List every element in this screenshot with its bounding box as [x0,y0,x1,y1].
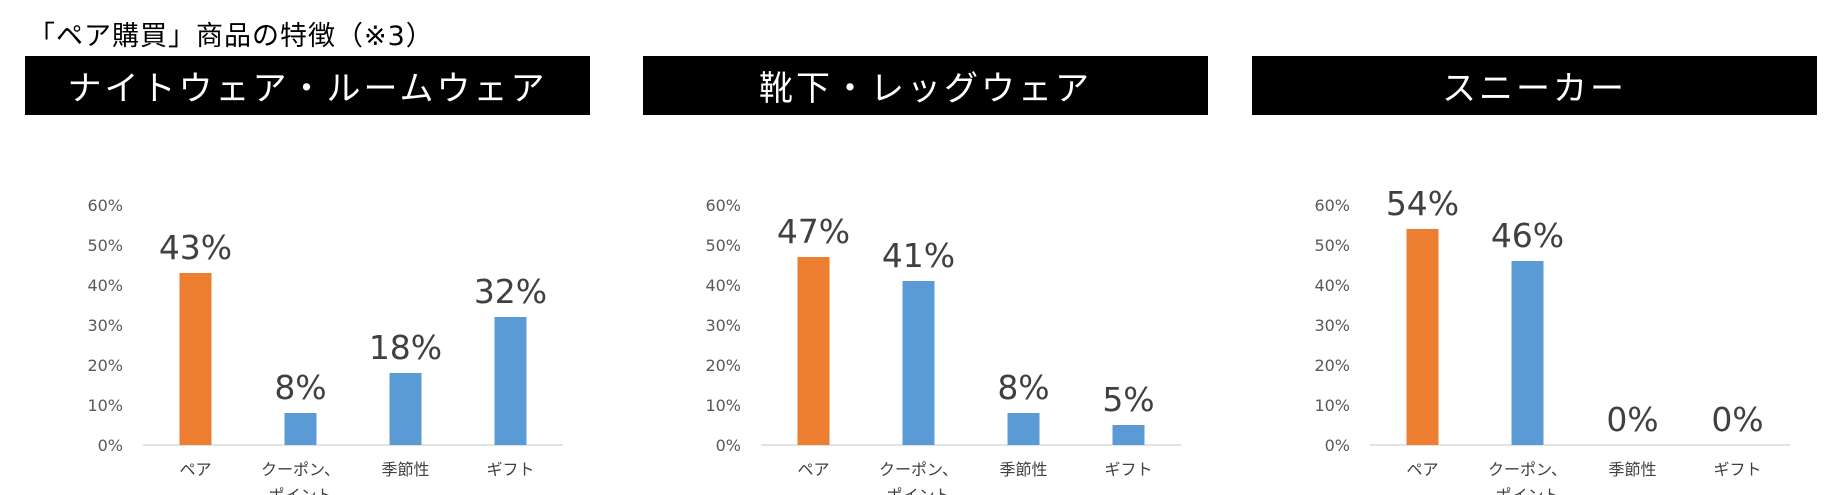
y-tick-label: 50% [1314,236,1350,255]
page-title: 「ペア購買」商品の特徴（※3） [28,21,434,52]
category-label: ペア [797,460,829,479]
y-tick-label: 0% [1325,436,1350,455]
chart-title: スニーカー [1252,56,1817,115]
category-label: 季節性 [999,460,1047,479]
bar [1112,425,1145,445]
bar [284,413,317,445]
category-label: ペア [1406,460,1438,479]
data-label: 47% [777,212,850,251]
y-tick-label: 0% [716,436,741,455]
data-label: 8% [274,368,326,407]
category-label: クーポン、ポイント [261,460,340,495]
y-tick-label: 0% [98,436,123,455]
category-label: ペア [179,460,211,479]
y-tick-label: 60% [1314,196,1350,215]
data-label: 41% [882,236,955,275]
y-tick-label: 30% [87,316,123,335]
y-tick-label: 20% [1314,356,1350,375]
data-label: 54% [1386,184,1459,223]
y-tick-label: 40% [1314,276,1350,295]
chart-panel-sneakers: スニーカー 0% 10% 20% 30% 40% 50% 60% 54% ペア 46% クーポン、ポ… [1252,56,1817,495]
y-tick-label: 60% [87,196,123,215]
bar [1406,229,1439,445]
y-tick-label: 40% [705,276,741,295]
y-tick-label: 10% [705,396,741,415]
bar [494,317,527,445]
bar-chart: 0% 10% 20% 30% 40% 50% 60% 54% ペア 46% クーポン、ポイント 0% 季… [1314,184,1790,495]
chart-panel-nightwear: ナイトウェア・ルームウェア 0% 10% 20% 30% 40% 50% 60% 43% ペア 8… [25,56,590,495]
y-tick-label: 50% [705,236,741,255]
y-tick-label: 20% [87,356,123,375]
bar-chart: 0% 10% 20% 30% 40% 50% 60% 43% ペア 8% クーポン、ポイント 18% 季… [87,196,563,495]
data-label: 18% [369,328,442,367]
bar [179,273,212,445]
y-tick-label: 50% [87,236,123,255]
category-label: ギフト [1104,460,1152,479]
category-label: ギフト [1713,460,1761,479]
data-label: 43% [159,228,232,267]
chart-title: ナイトウェア・ルームウェア [25,56,590,115]
category-label: 季節性 [381,460,429,479]
y-tick-label: 60% [705,196,741,215]
bar [797,257,830,445]
data-label: 5% [1102,380,1154,419]
y-tick-label: 10% [1314,396,1350,415]
chart-title: 靴下・レッグウェア [643,56,1208,115]
y-tick-label: 30% [705,316,741,335]
data-label: 0% [1606,400,1658,439]
y-tick-label: 40% [87,276,123,295]
y-tick-label: 30% [1314,316,1350,335]
data-label: 0% [1711,400,1763,439]
y-tick-label: 20% [705,356,741,375]
bar [389,373,422,445]
bar-chart: 0% 10% 20% 30% 40% 50% 60% 47% ペア 41% クーポン、ポイント 8% 季… [705,196,1181,495]
data-label: 46% [1491,216,1564,255]
y-tick-label: 10% [87,396,123,415]
category-label: クーポン、ポイント [1488,460,1567,495]
category-label: クーポン、ポイント [879,460,958,495]
bar [1511,261,1544,445]
data-label: 32% [474,272,547,311]
chart-panel-legwear: 靴下・レッグウェア 0% 10% 20% 30% 40% 50% 60% 47% ペア 41% クー… [643,56,1208,495]
data-label: 8% [997,368,1049,407]
bar [902,281,935,445]
category-label: 季節性 [1608,460,1656,479]
category-label: ギフト [486,460,534,479]
bar [1007,413,1040,445]
